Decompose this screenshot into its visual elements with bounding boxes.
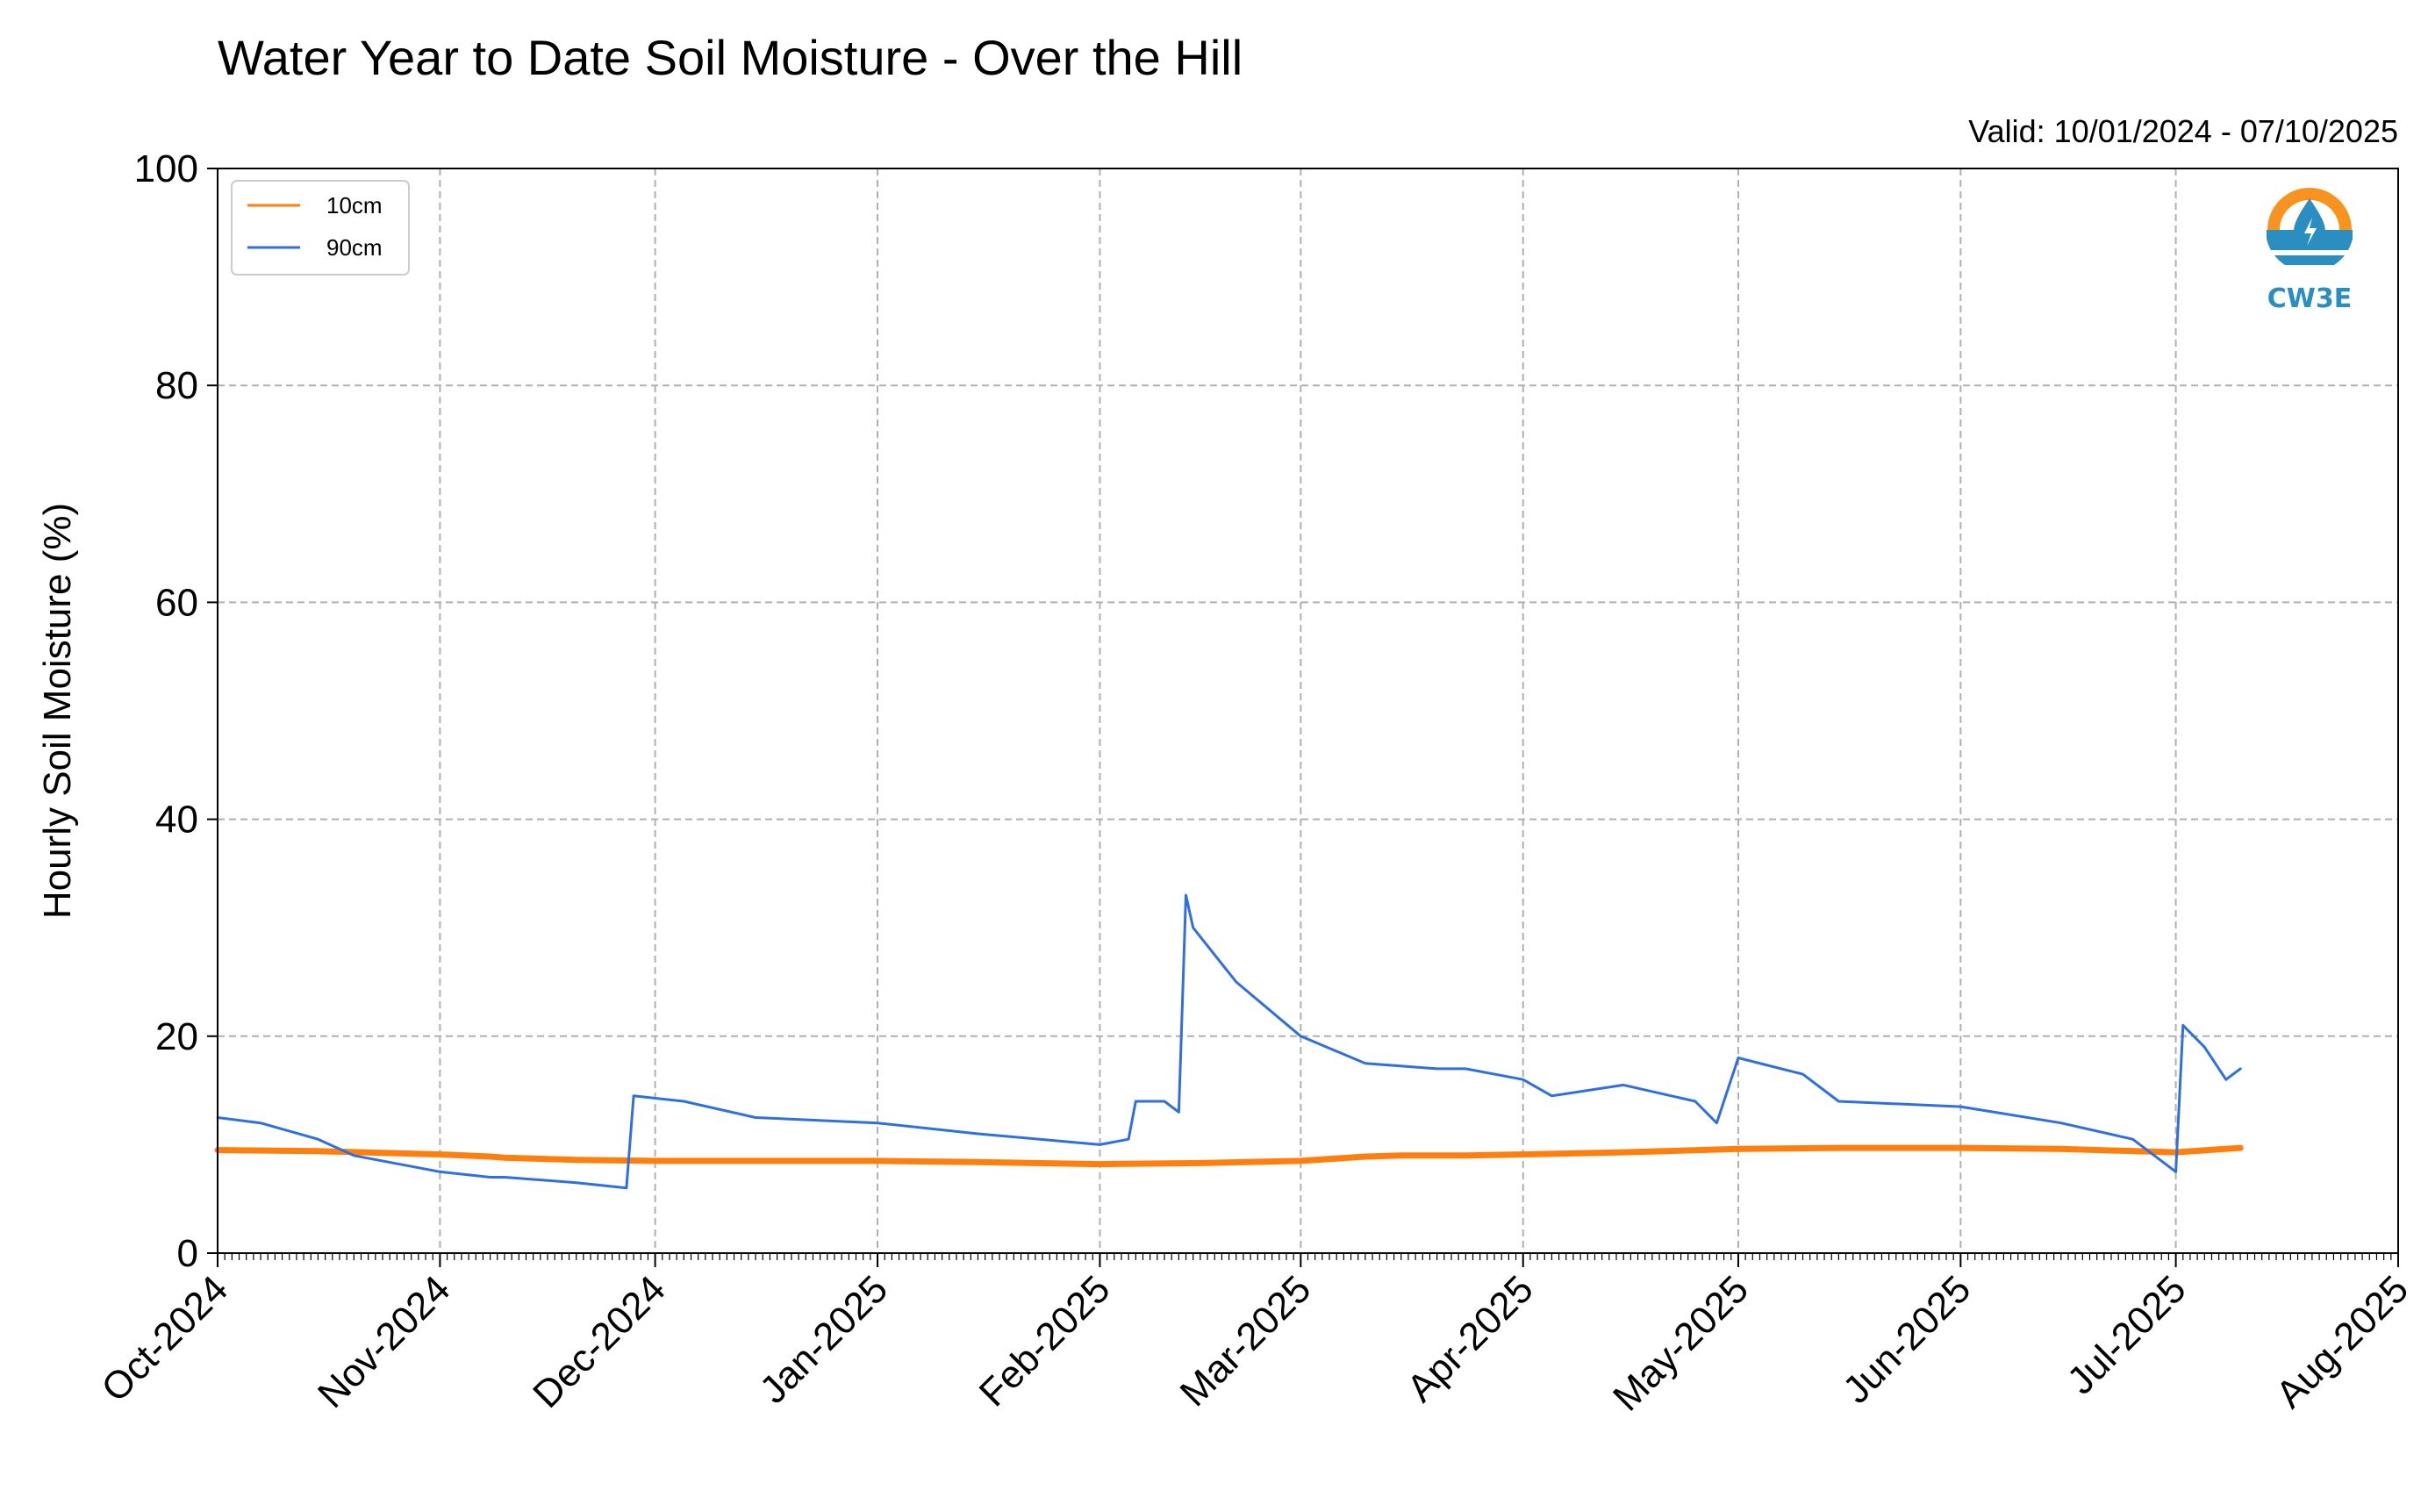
y-tick-label: 20 (155, 1015, 198, 1058)
y-axis-ticks: 0 20 40 60 80 100 (134, 147, 218, 1275)
series-line-90cm (216, 893, 2242, 1190)
y-tick-label: 60 (155, 581, 198, 624)
cw3e-logo-text: CW3E (2267, 283, 2352, 314)
x-tick-label: Oct-2024 (93, 1267, 236, 1410)
x-tick-label: Jan-2025 (752, 1267, 896, 1411)
x-tick-label: Apr-2025 (1399, 1267, 1542, 1410)
grid-lines (218, 168, 2398, 1253)
chart-title: Water Year to Date Soil Moisture - Over … (218, 30, 1243, 85)
minor-ticks (217, 1253, 2399, 1260)
x-tick-label: Feb-2025 (971, 1267, 1119, 1415)
legend: 10cm 90cm (231, 180, 410, 276)
y-tick-label: 0 (177, 1232, 198, 1275)
plot-frame (217, 168, 2399, 1254)
x-tick-label: Mar-2025 (1172, 1267, 1320, 1415)
legend-box (231, 180, 410, 276)
x-axis-ticks: Oct-2024 Nov-2024 Dec-2024 Jan-2025 Feb-2025… (93, 1253, 2417, 1419)
x-tick-label: May-2025 (1605, 1267, 1757, 1419)
cw3e-logo: CW3E (2266, 188, 2353, 314)
x-tick-label: Dec-2024 (525, 1267, 674, 1416)
x-tick-label: Jul-2025 (2059, 1267, 2195, 1402)
x-tick-label: Nov-2024 (310, 1267, 459, 1416)
series-lines (214, 893, 2244, 1190)
x-tick-label: Aug-2025 (2267, 1267, 2417, 1416)
series-line-10cm (214, 1144, 2244, 1168)
y-axis-label: Hourly Soil Moisture (%) (36, 503, 79, 919)
cw3e-logo-icon (2266, 188, 2353, 276)
y-tick-label: 80 (155, 364, 198, 407)
legend-label-90cm: 90cm (326, 234, 383, 261)
x-tick-label: Jun-2025 (1835, 1267, 1979, 1411)
y-tick-label: 40 (155, 799, 198, 842)
legend-label-10cm: 10cm (326, 192, 383, 219)
y-tick-label: 100 (134, 147, 198, 190)
valid-range: Valid: 10/01/2024 - 07/10/2025 (1968, 113, 2398, 149)
